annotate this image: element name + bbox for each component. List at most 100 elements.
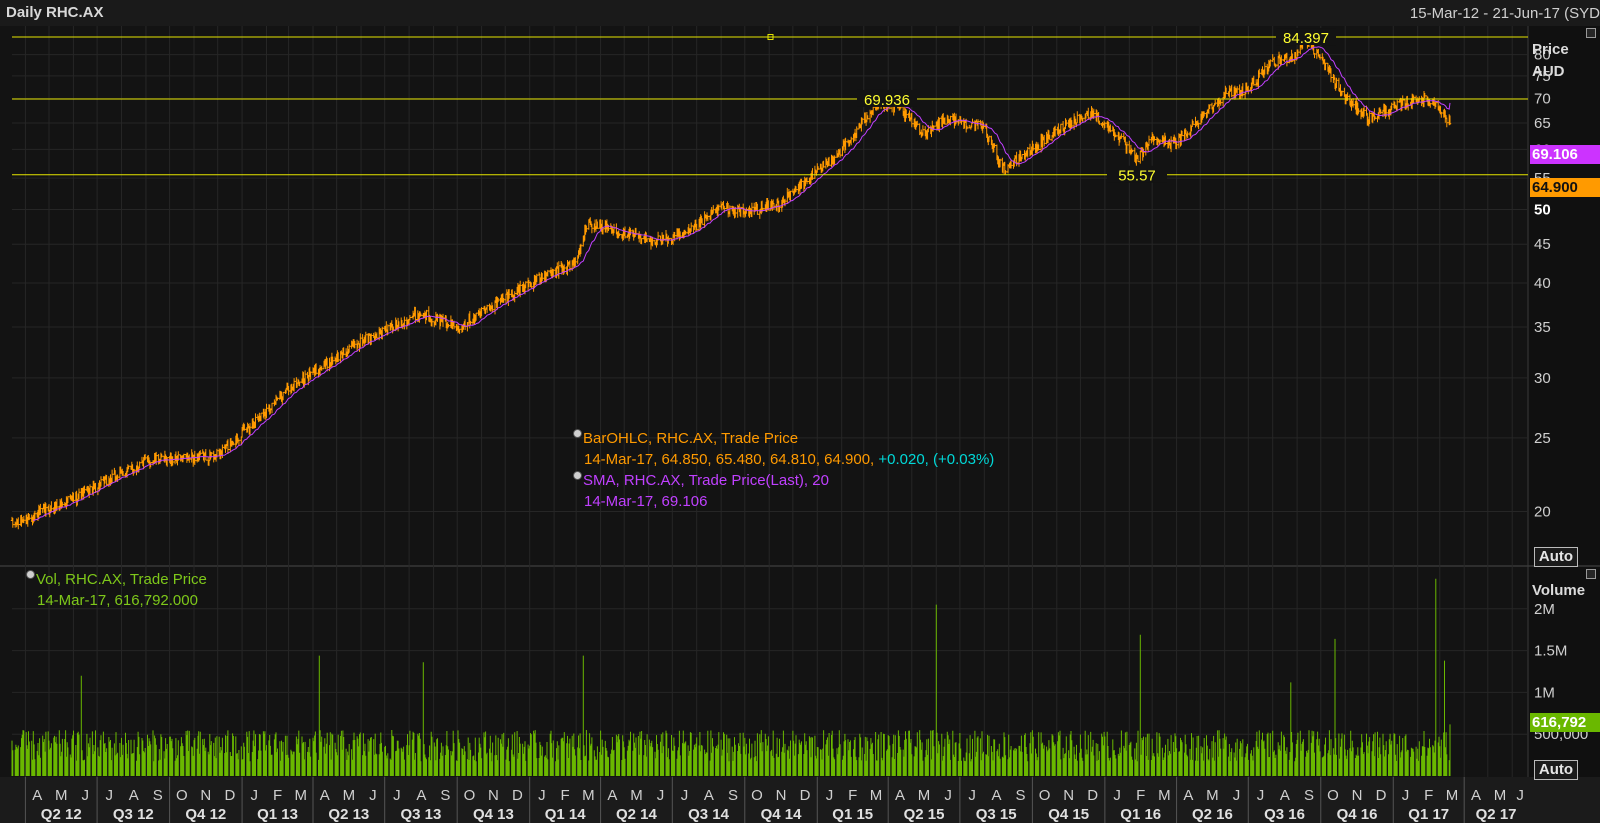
month-tick-label: M [870,787,883,804]
quarter-tick-label: Q2 15 [904,806,945,823]
time-axis-area [0,777,1600,823]
quarter-tick-label: Q4 12 [185,806,226,823]
month-tick-label: J [369,787,377,804]
month-tick-label: S [1016,787,1026,804]
ohlc-legend-values: 14-Mar-17, 64.850, 65.480, 64.810, 64.90… [584,451,875,468]
month-tick-label: O [1039,787,1051,804]
price-tick-label: 75 [1534,68,1551,85]
reference-lines: 84.397 69.936 55.57 [12,28,1528,185]
month-tick-label: A [416,787,426,804]
last-price-tag: 64.900 [1530,178,1600,197]
quarter-tick-label: Q3 15 [976,806,1017,823]
month-tick-label: N [1063,787,1074,804]
month-tick-label: A [1183,787,1193,804]
quarter-tick-label: Q4 14 [761,806,803,823]
price-tick-label: 50 [1534,202,1551,219]
month-tick-label: O [464,787,476,804]
volume-legend-values: 14-Mar-17, 616,792.000 [37,592,198,609]
month-tick-label: J [657,787,665,804]
price-axis-label-line1: Price [1532,41,1569,58]
price-axis-label: Price AUD [1532,39,1569,83]
month-tick-label: M [1206,787,1219,804]
month-tick-label: J [1257,787,1265,804]
month-tick-label: A [129,787,139,804]
quarter-tick-label: Q1 16 [1120,806,1161,823]
month-tick-label: F [1424,787,1433,804]
month-tick-label: J [681,787,689,804]
price-tick-label: 40 [1534,275,1551,292]
month-tick-label: D [512,787,523,804]
reference-label-bg [857,89,917,107]
month-tick-label: A [992,787,1002,804]
volume-bars [11,578,1451,776]
price-legend: BarOHLC, RHC.AX, Trade Price 14-Mar-17, … [573,428,994,512]
price-tick-label: 65 [1534,115,1551,132]
volume-axis-label: Volume [1532,582,1586,599]
month-tick-label: A [895,787,905,804]
price-tick-label: 35 [1534,319,1551,336]
volume-tick-label: 2M [1534,601,1555,618]
price-tick-label: 70 [1534,91,1551,108]
month-tick-label: M [295,787,308,804]
volume-series [11,578,1451,776]
month-tick-label: S [1304,787,1314,804]
price-panel-maximize-icon[interactable] [1586,28,1596,38]
reference-line-label: 55.57 [1118,168,1156,185]
quarter-tick-label: Q2 13 [328,806,369,823]
legend-toggle-icon[interactable] [573,471,582,480]
month-tick-label: D [224,787,235,804]
volume-legend: Vol, RHC.AX, Trade Price 14-Mar-17, 616,… [26,569,207,611]
quarter-tick-label: Q3 12 [113,806,154,823]
quarter-tick-label: Q2 16 [1192,806,1233,823]
month-tick-label: D [1376,787,1387,804]
month-tick-label: A [607,787,617,804]
month-tick-label: N [776,787,787,804]
chart-header: Daily RHC.AX 15-Mar-12 - 21-Jun-17 (SYD [0,0,1600,26]
month-tick-label: J [826,787,834,804]
month-tick-label: M [343,787,356,804]
quarter-tick-label: Q1 17 [1408,806,1449,823]
month-tick-label: M [630,787,643,804]
price-tick-label: 20 [1534,503,1551,520]
sma-value-tag: 69.106 [1530,145,1600,164]
price-tick-label: 25 [1534,430,1551,447]
price-auto-button[interactable]: Auto [1534,547,1578,567]
sma-legend-values: 14-Mar-17, 69.106 [584,493,708,510]
quarter-tick-label: Q4 16 [1337,806,1378,823]
sma-legend-title: SMA, RHC.AX, Trade Price(Last), 20 [583,472,829,489]
quarter-tick-label: Q1 14 [545,806,587,823]
price-tick-label: 45 [1534,236,1551,253]
month-tick-label: S [440,787,450,804]
quarter-tick-label: Q2 12 [41,806,82,823]
reference-line-label: 69.936 [864,92,910,109]
ohlc-series [10,31,1452,530]
quarter-tick-label: Q2 14 [616,806,658,823]
month-tick-label: D [800,787,811,804]
month-tick-label: O [1327,787,1339,804]
month-tick-label: A [32,787,42,804]
date-range: 15-Mar-12 - 21-Jun-17 (SYD [1409,5,1600,22]
volume-panel-maximize-icon[interactable] [1586,569,1596,579]
quarter-tick-label: Q4 15 [1048,806,1089,823]
volume-auto-button[interactable]: Auto [1534,760,1578,780]
month-tick-label: S [153,787,163,804]
month-tick-label: J [82,787,90,804]
legend-toggle-icon[interactable] [26,570,35,579]
month-tick-label: A [320,787,330,804]
month-tick-label: O [751,787,763,804]
legend-toggle-icon[interactable] [573,429,582,438]
chart-title: Daily RHC.AX [6,4,104,21]
month-tick-label: J [106,787,114,804]
price-tick-label: 80 [1534,47,1551,64]
month-tick-label: M [582,787,595,804]
quarter-tick-label: Q1 15 [832,806,873,823]
month-tick-label: F [1136,787,1145,804]
ohlc-legend-title: BarOHLC, RHC.AX, Trade Price [583,430,799,447]
month-tick-label: N [488,787,499,804]
price-tick-label: 30 [1534,370,1551,387]
ohlc-bars [10,31,1452,530]
month-tick-label: A [1280,787,1290,804]
quarter-tick-label: Q4 13 [473,806,514,823]
month-tick-label: M [55,787,68,804]
